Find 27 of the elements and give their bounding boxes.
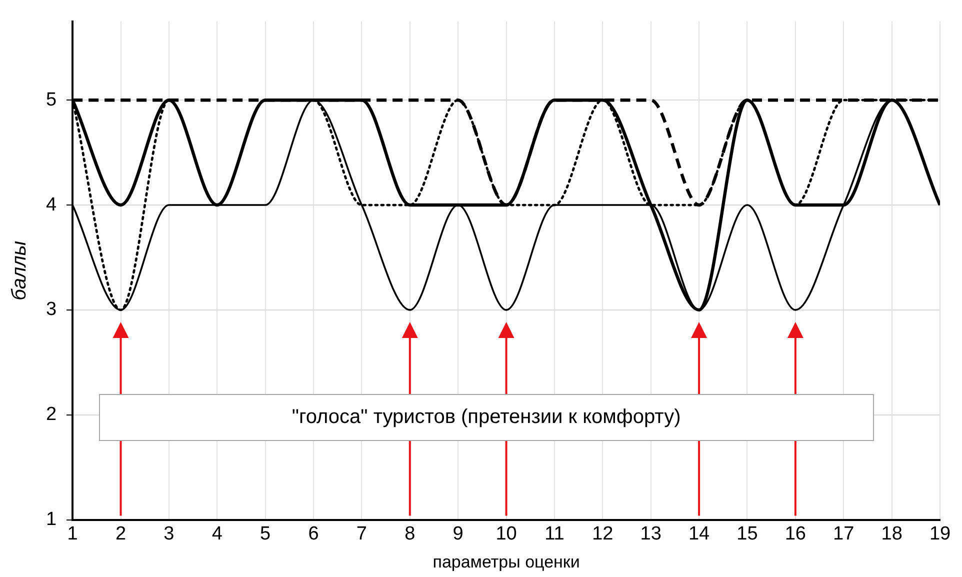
x-tick-label: 16	[784, 523, 806, 544]
x-tick-label: 10	[496, 523, 517, 544]
x-tick-label: 4	[212, 523, 223, 544]
x-tick-label: 18	[881, 523, 902, 544]
y-tick-label: 2	[46, 404, 57, 426]
y-tick-label: 4	[46, 194, 57, 216]
x-tick-label: 7	[356, 523, 367, 544]
x-tick-label: 19	[929, 523, 951, 544]
y-tick-label: 3	[46, 299, 57, 320]
x-tick-label: 1	[67, 523, 78, 544]
x-tick-label: 8	[404, 523, 416, 544]
x-tick-label: 11	[544, 523, 564, 544]
x-tick-label: 15	[736, 523, 758, 544]
x-tick-label: 9	[452, 523, 464, 544]
x-axis-title: параметры оценки	[432, 552, 580, 572]
callout-box: "голоса" туристов (претензии к комфорту)	[98, 394, 874, 442]
x-tick-label: 17	[833, 523, 854, 544]
x-tick-label: 14	[688, 523, 710, 544]
y-tick-label: 1	[46, 509, 57, 530]
x-tick-label: 12	[592, 523, 614, 544]
x-tick-label: 6	[308, 523, 319, 544]
x-tick-label: 5	[260, 523, 271, 544]
y-tick-label: 5	[46, 89, 57, 110]
x-tick-label: 3	[164, 523, 174, 544]
x-tick-label: 13	[640, 523, 662, 544]
y-axis-title: баллы	[8, 240, 31, 300]
x-tick-label: 2	[115, 523, 126, 544]
